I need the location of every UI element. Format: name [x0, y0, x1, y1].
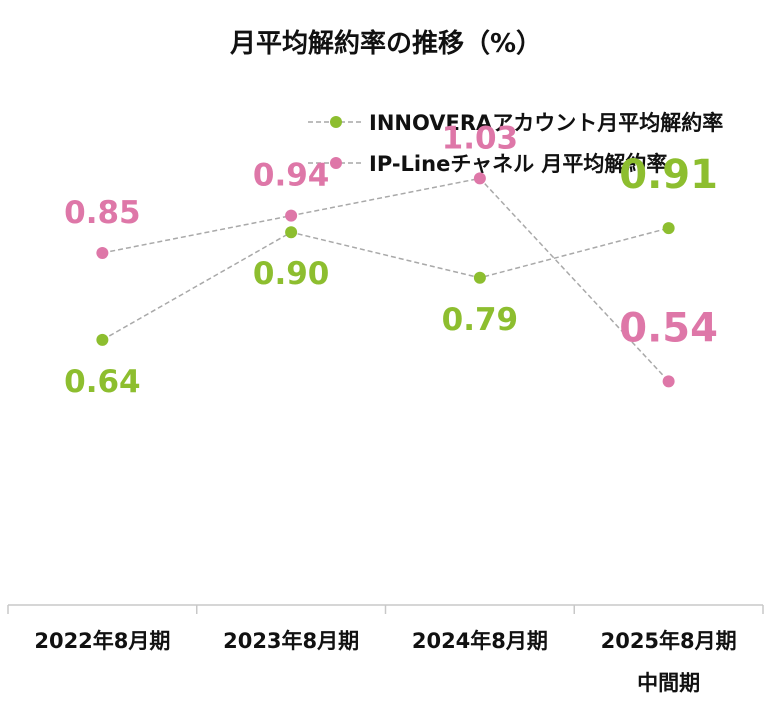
- legend-item-innovera: INNOVERAアカウント月平均解約率: [308, 111, 723, 135]
- x-tick-label: 2022年8月期: [34, 629, 170, 653]
- chart-title: 月平均解約率の推移（%）: [229, 28, 542, 59]
- plot-area: 0.64 0.90 0.79 0.91 0.85 0.94 1.03 0.54: [64, 120, 718, 400]
- data-point: [473, 271, 486, 284]
- data-label: 1.03: [442, 120, 519, 156]
- data-point: [662, 375, 675, 388]
- data-point: [662, 222, 675, 235]
- data-point: [96, 246, 109, 259]
- legend: INNOVERAアカウント月平均解約率 IP-Lineチャネル 月平均解約率: [308, 111, 723, 176]
- legend-item-ipline: IP-Lineチャネル 月平均解約率: [308, 152, 667, 176]
- data-label: 0.91: [619, 152, 718, 198]
- legend-marker-innovera: [330, 116, 342, 128]
- data-label: 0.64: [64, 364, 141, 400]
- data-label: 0.94: [253, 158, 330, 194]
- data-label: 0.85: [64, 195, 141, 231]
- data-point: [285, 209, 298, 222]
- legend-label-innovera: INNOVERAアカウント月平均解約率: [369, 111, 723, 135]
- data-point: [96, 333, 109, 346]
- x-tick-label: 2024年8月期: [412, 629, 548, 653]
- x-tick-label: 2023年8月期: [223, 629, 359, 653]
- legend-marker-ipline: [330, 157, 342, 169]
- x-tick-label: 中間期: [637, 671, 700, 695]
- data-point: [473, 172, 486, 185]
- legend-label-ipline: IP-Lineチャネル 月平均解約率: [369, 152, 667, 176]
- data-label: 0.90: [253, 256, 330, 292]
- data-point: [285, 226, 298, 239]
- x-tick-label: 2025年8月期: [601, 629, 737, 653]
- series-line-1: [102, 177, 670, 382]
- series-line-0: [102, 227, 669, 341]
- data-label: 0.79: [442, 302, 519, 338]
- data-label: 0.54: [619, 305, 718, 351]
